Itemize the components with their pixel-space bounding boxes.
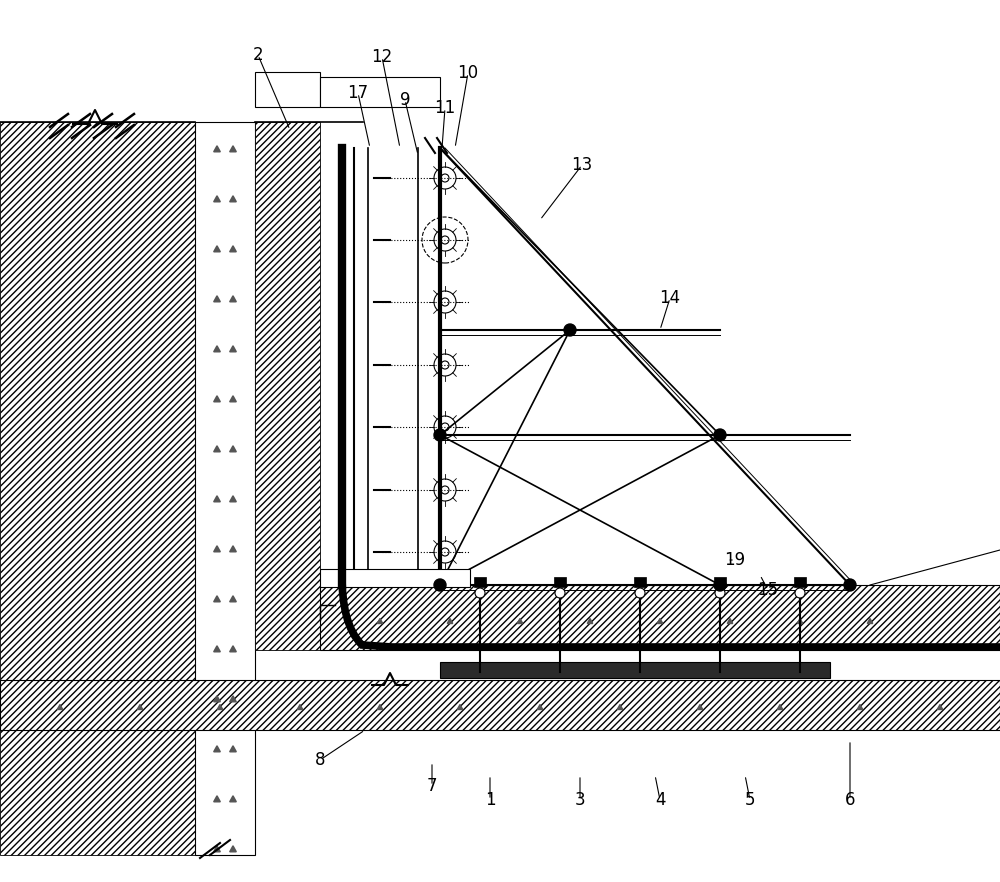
Circle shape: [564, 324, 576, 336]
Polygon shape: [297, 705, 303, 709]
Bar: [794, 577, 806, 587]
Polygon shape: [587, 618, 593, 624]
Polygon shape: [214, 696, 220, 702]
Text: 5: 5: [745, 791, 755, 809]
Text: 14: 14: [659, 289, 681, 307]
Polygon shape: [517, 618, 523, 624]
Polygon shape: [937, 705, 943, 709]
Polygon shape: [230, 696, 236, 702]
Text: 8: 8: [315, 751, 325, 769]
Text: 19: 19: [724, 551, 746, 569]
Polygon shape: [255, 122, 320, 650]
Polygon shape: [457, 705, 463, 709]
Text: 17: 17: [347, 84, 369, 102]
Polygon shape: [617, 705, 623, 709]
Polygon shape: [57, 705, 63, 709]
Polygon shape: [214, 445, 220, 452]
Polygon shape: [727, 618, 733, 624]
Polygon shape: [230, 846, 236, 852]
Text: 6: 6: [845, 791, 855, 809]
Circle shape: [635, 588, 645, 598]
Polygon shape: [230, 146, 236, 152]
Text: 1: 1: [485, 791, 495, 809]
Polygon shape: [657, 618, 663, 624]
Polygon shape: [0, 122, 195, 855]
Polygon shape: [214, 246, 220, 251]
Polygon shape: [230, 396, 236, 402]
Polygon shape: [214, 546, 220, 552]
Polygon shape: [214, 196, 220, 202]
Circle shape: [434, 429, 446, 441]
Polygon shape: [230, 546, 236, 552]
Circle shape: [555, 588, 565, 598]
Polygon shape: [217, 705, 223, 709]
Polygon shape: [537, 705, 543, 709]
Bar: [474, 577, 486, 587]
Polygon shape: [214, 496, 220, 502]
Circle shape: [434, 579, 446, 591]
Text: 7: 7: [427, 777, 437, 795]
Polygon shape: [195, 122, 255, 855]
Polygon shape: [214, 396, 220, 402]
Polygon shape: [214, 596, 220, 602]
Polygon shape: [230, 246, 236, 251]
Bar: [440, 662, 830, 678]
Circle shape: [714, 429, 726, 441]
Circle shape: [475, 588, 485, 598]
Polygon shape: [230, 496, 236, 502]
Polygon shape: [230, 295, 236, 302]
Polygon shape: [377, 705, 383, 709]
Polygon shape: [214, 295, 220, 302]
Polygon shape: [447, 618, 453, 624]
Polygon shape: [377, 618, 383, 624]
Polygon shape: [137, 705, 143, 709]
Bar: [320, 77, 440, 107]
Polygon shape: [777, 705, 783, 709]
Text: 15: 15: [757, 581, 779, 599]
Polygon shape: [857, 705, 863, 709]
Polygon shape: [230, 196, 236, 202]
Bar: [634, 577, 646, 587]
Polygon shape: [230, 445, 236, 452]
Polygon shape: [230, 796, 236, 802]
Text: 11: 11: [434, 99, 456, 117]
Bar: [255, 72, 320, 107]
Polygon shape: [230, 746, 236, 751]
Polygon shape: [0, 680, 1000, 730]
Bar: [714, 577, 726, 587]
Text: 4: 4: [655, 791, 665, 809]
Polygon shape: [797, 618, 803, 624]
Text: 9: 9: [400, 91, 410, 109]
Text: 12: 12: [371, 48, 393, 66]
Text: 2: 2: [253, 46, 263, 64]
Polygon shape: [214, 796, 220, 802]
Text: 10: 10: [457, 64, 479, 82]
Text: 3: 3: [575, 791, 585, 809]
Text: 13: 13: [571, 156, 593, 174]
Polygon shape: [214, 746, 220, 751]
Bar: [320, 569, 470, 587]
Polygon shape: [320, 585, 1000, 650]
Polygon shape: [214, 646, 220, 652]
Polygon shape: [214, 346, 220, 352]
Polygon shape: [867, 618, 873, 624]
Circle shape: [795, 588, 805, 598]
Polygon shape: [214, 846, 220, 852]
Circle shape: [714, 579, 726, 591]
Polygon shape: [230, 346, 236, 352]
Polygon shape: [697, 705, 703, 709]
Polygon shape: [230, 596, 236, 602]
Circle shape: [844, 579, 856, 591]
Circle shape: [715, 588, 725, 598]
Polygon shape: [214, 146, 220, 152]
Polygon shape: [230, 646, 236, 652]
Bar: [554, 577, 566, 587]
